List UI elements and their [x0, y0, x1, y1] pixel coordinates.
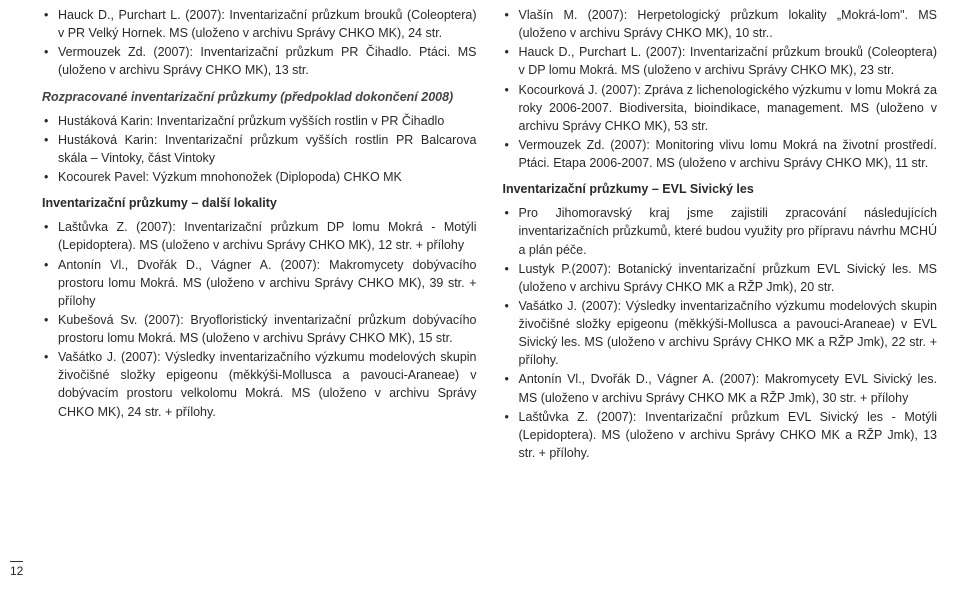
page-number: 12 [10, 561, 23, 580]
list-item: Kubešová Sv. (2007): Bryofloristický inv… [42, 311, 477, 347]
list-item: Vašátko J. (2007): Výsledky inventarizač… [503, 297, 938, 370]
list-item: Kocourková J. (2007): Zpráva z lichenolo… [503, 81, 938, 135]
left-list-c: Laštůvka Z. (2007): Inventarizační průzk… [42, 218, 477, 420]
list-item: Hauck D., Purchart L. (2007): Inventariz… [503, 43, 938, 79]
list-item: Antonín Vl., Dvořák D., Vágner A. (2007)… [503, 370, 938, 406]
list-item: Kocourek Pavel: Výzkum mnohonožek (Diplo… [42, 168, 477, 186]
left-list-a: Hauck D., Purchart L. (2007): Inventariz… [42, 6, 477, 80]
list-item: Vašátko J. (2007): Výsledky inventarizač… [42, 348, 477, 421]
left-heading-c: Inventarizační průzkumy – další lokality [42, 194, 477, 212]
right-column: Vlašín M. (2007): Herpetologický průzkum… [503, 6, 938, 470]
left-column: Hauck D., Purchart L. (2007): Inventariz… [42, 6, 477, 470]
list-item: Hauck D., Purchart L. (2007): Inventariz… [42, 6, 477, 42]
right-heading-b: Inventarizační průzkumy – EVL Sivický le… [503, 180, 938, 198]
list-item: Vlašín M. (2007): Herpetologický průzkum… [503, 6, 938, 42]
list-item: Antonín Vl., Dvořák D., Vágner A. (2007)… [42, 256, 477, 310]
list-item: Lustyk P.(2007): Botanický inventarizačn… [503, 260, 938, 296]
list-item: Laštůvka Z. (2007): Inventarizační průzk… [42, 218, 477, 254]
list-item: Pro Jihomoravský kraj jsme zajistili zpr… [503, 204, 938, 258]
list-item: Laštůvka Z. (2007): Inventarizační průzk… [503, 408, 938, 462]
list-item: Hustáková Karin: Inventarizační průzkum … [42, 112, 477, 130]
list-item: Vermouzek Zd. (2007): Inventarizační prů… [42, 43, 477, 79]
left-list-b: Hustáková Karin: Inventarizační průzkum … [42, 112, 477, 187]
right-list-a: Vlašín M. (2007): Herpetologický průzkum… [503, 6, 938, 172]
left-heading-b: Rozpracované inventarizační průzkumy (př… [42, 88, 477, 106]
right-list-b: Pro Jihomoravský kraj jsme zajistili zpr… [503, 204, 938, 462]
list-item: Vermouzek Zd. (2007): Monitoring vlivu l… [503, 136, 938, 172]
two-column-layout: Hauck D., Purchart L. (2007): Inventariz… [42, 6, 937, 470]
list-item: Hustáková Karin: Inventarizační průzkum … [42, 131, 477, 167]
